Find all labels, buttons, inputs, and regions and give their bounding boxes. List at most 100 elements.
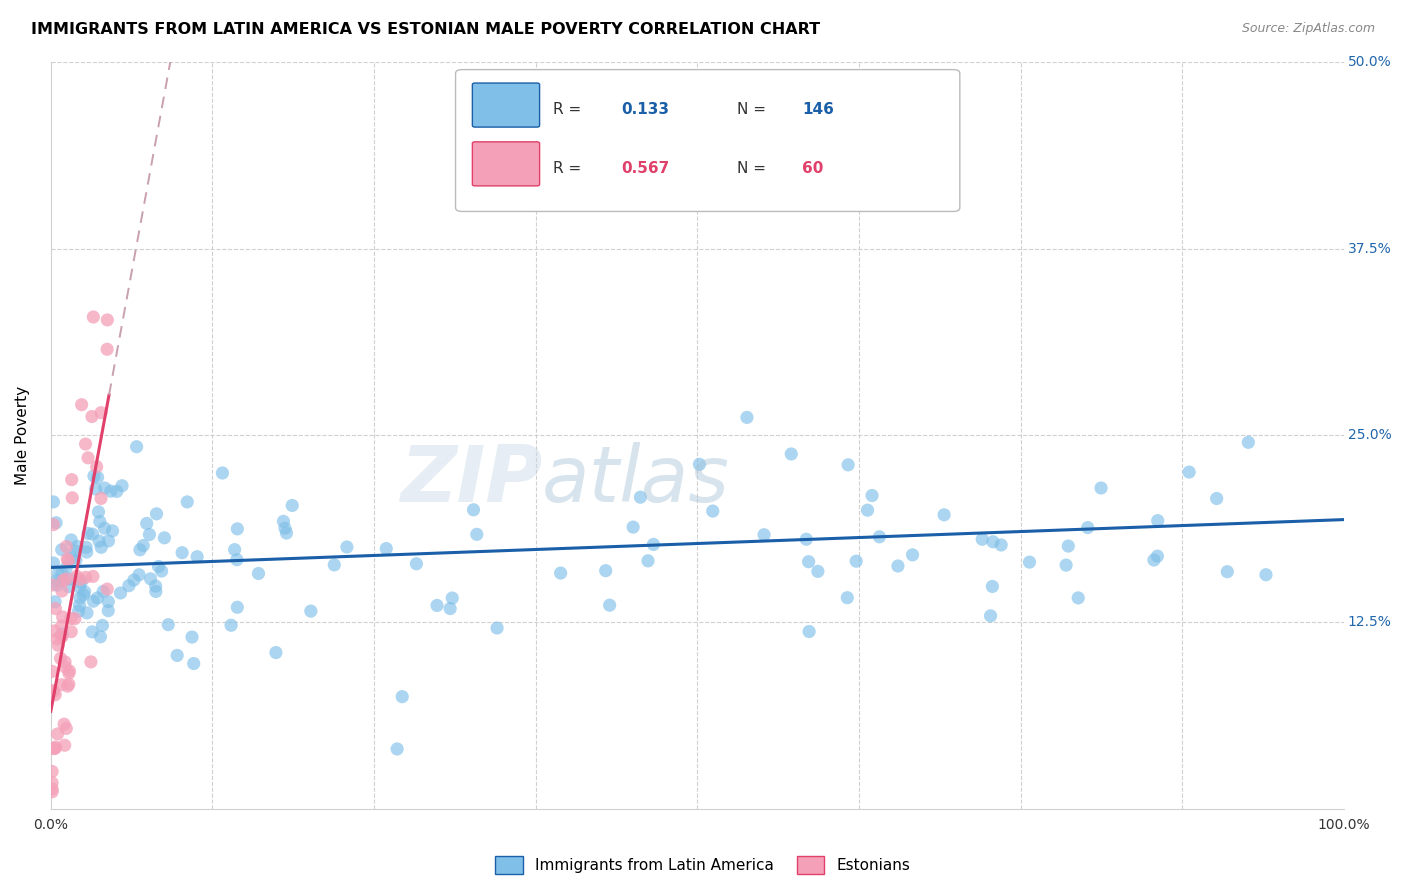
- Point: [94, 481, 117, 495]
- Point: [887, 559, 910, 574]
- Point: [211, 466, 233, 480]
- Point: [63, 612, 86, 626]
- Point: [688, 458, 710, 472]
- Point: [67, 604, 90, 618]
- Text: Source: ZipAtlas.com: Source: ZipAtlas.com: [1241, 22, 1375, 36]
- Point: [1018, 555, 1040, 569]
- Point: [845, 554, 868, 568]
- Point: [60, 491, 83, 505]
- Point: [794, 533, 817, 547]
- Point: [51, 627, 73, 641]
- Point: [45, 740, 67, 755]
- Point: [145, 584, 167, 599]
- Point: [595, 564, 617, 578]
- Point: [75, 437, 97, 451]
- Point: [599, 598, 621, 612]
- Point: [1216, 565, 1239, 579]
- Point: [53, 738, 76, 752]
- Point: [60, 473, 83, 487]
- Point: [125, 440, 148, 454]
- Point: [44, 688, 66, 702]
- Point: [139, 572, 162, 586]
- Point: [276, 526, 298, 541]
- Text: 37.5%: 37.5%: [1348, 242, 1392, 256]
- Text: ZIP: ZIP: [399, 442, 543, 518]
- Point: [735, 410, 758, 425]
- Point: [44, 741, 66, 756]
- Point: [405, 557, 427, 571]
- Point: [58, 580, 80, 594]
- Point: [1057, 539, 1080, 553]
- Point: [643, 537, 665, 551]
- Point: [75, 541, 97, 555]
- Point: [51, 566, 73, 580]
- Point: [55, 560, 77, 574]
- Point: [186, 549, 208, 564]
- Point: [55, 540, 77, 554]
- Point: [274, 521, 297, 535]
- Point: [868, 530, 890, 544]
- Point: [118, 579, 141, 593]
- Point: [44, 601, 66, 615]
- Point: [70, 398, 93, 412]
- Point: [128, 567, 150, 582]
- Point: [815, 100, 838, 114]
- FancyBboxPatch shape: [472, 142, 540, 186]
- Point: [97, 604, 120, 618]
- Point: [981, 534, 1004, 549]
- Point: [42, 517, 65, 532]
- Point: [82, 594, 104, 608]
- Text: N =: N =: [737, 161, 772, 177]
- Point: [80, 655, 103, 669]
- Point: [73, 584, 96, 599]
- Point: [1237, 435, 1260, 450]
- Point: [44, 624, 66, 638]
- Point: [135, 516, 157, 531]
- Point: [58, 677, 80, 691]
- Point: [385, 742, 408, 756]
- Point: [41, 683, 63, 698]
- Point: [45, 516, 67, 530]
- Point: [41, 785, 63, 799]
- Point: [70, 575, 93, 590]
- Point: [901, 548, 924, 562]
- Point: [53, 717, 76, 731]
- Point: [49, 629, 72, 643]
- Point: [752, 527, 775, 541]
- Point: [132, 539, 155, 553]
- Point: [60, 533, 83, 547]
- Point: [1054, 558, 1077, 573]
- Point: [42, 495, 65, 509]
- Point: [550, 566, 572, 580]
- Point: [86, 459, 108, 474]
- Point: [51, 678, 73, 692]
- Point: [69, 573, 91, 587]
- Point: [1067, 591, 1090, 605]
- Point: [53, 660, 76, 674]
- Point: [990, 538, 1012, 552]
- Text: 50.0%: 50.0%: [1348, 55, 1392, 70]
- Point: [702, 504, 724, 518]
- Point: [264, 646, 287, 660]
- Point: [56, 552, 79, 566]
- Point: [111, 479, 134, 493]
- Point: [157, 617, 180, 632]
- Point: [41, 764, 63, 779]
- Point: [76, 545, 98, 559]
- Point: [41, 578, 63, 592]
- Point: [75, 570, 97, 584]
- Point: [224, 542, 246, 557]
- Point: [51, 619, 73, 633]
- Point: [1178, 465, 1201, 479]
- Point: [42, 556, 65, 570]
- Point: [181, 630, 204, 644]
- Text: atlas: atlas: [543, 442, 730, 518]
- Point: [45, 574, 67, 588]
- Point: [77, 526, 100, 541]
- Point: [972, 533, 994, 547]
- Point: [225, 552, 247, 566]
- Point: [42, 741, 65, 756]
- Point: [80, 409, 103, 424]
- Text: R =: R =: [553, 103, 586, 118]
- Point: [166, 648, 188, 663]
